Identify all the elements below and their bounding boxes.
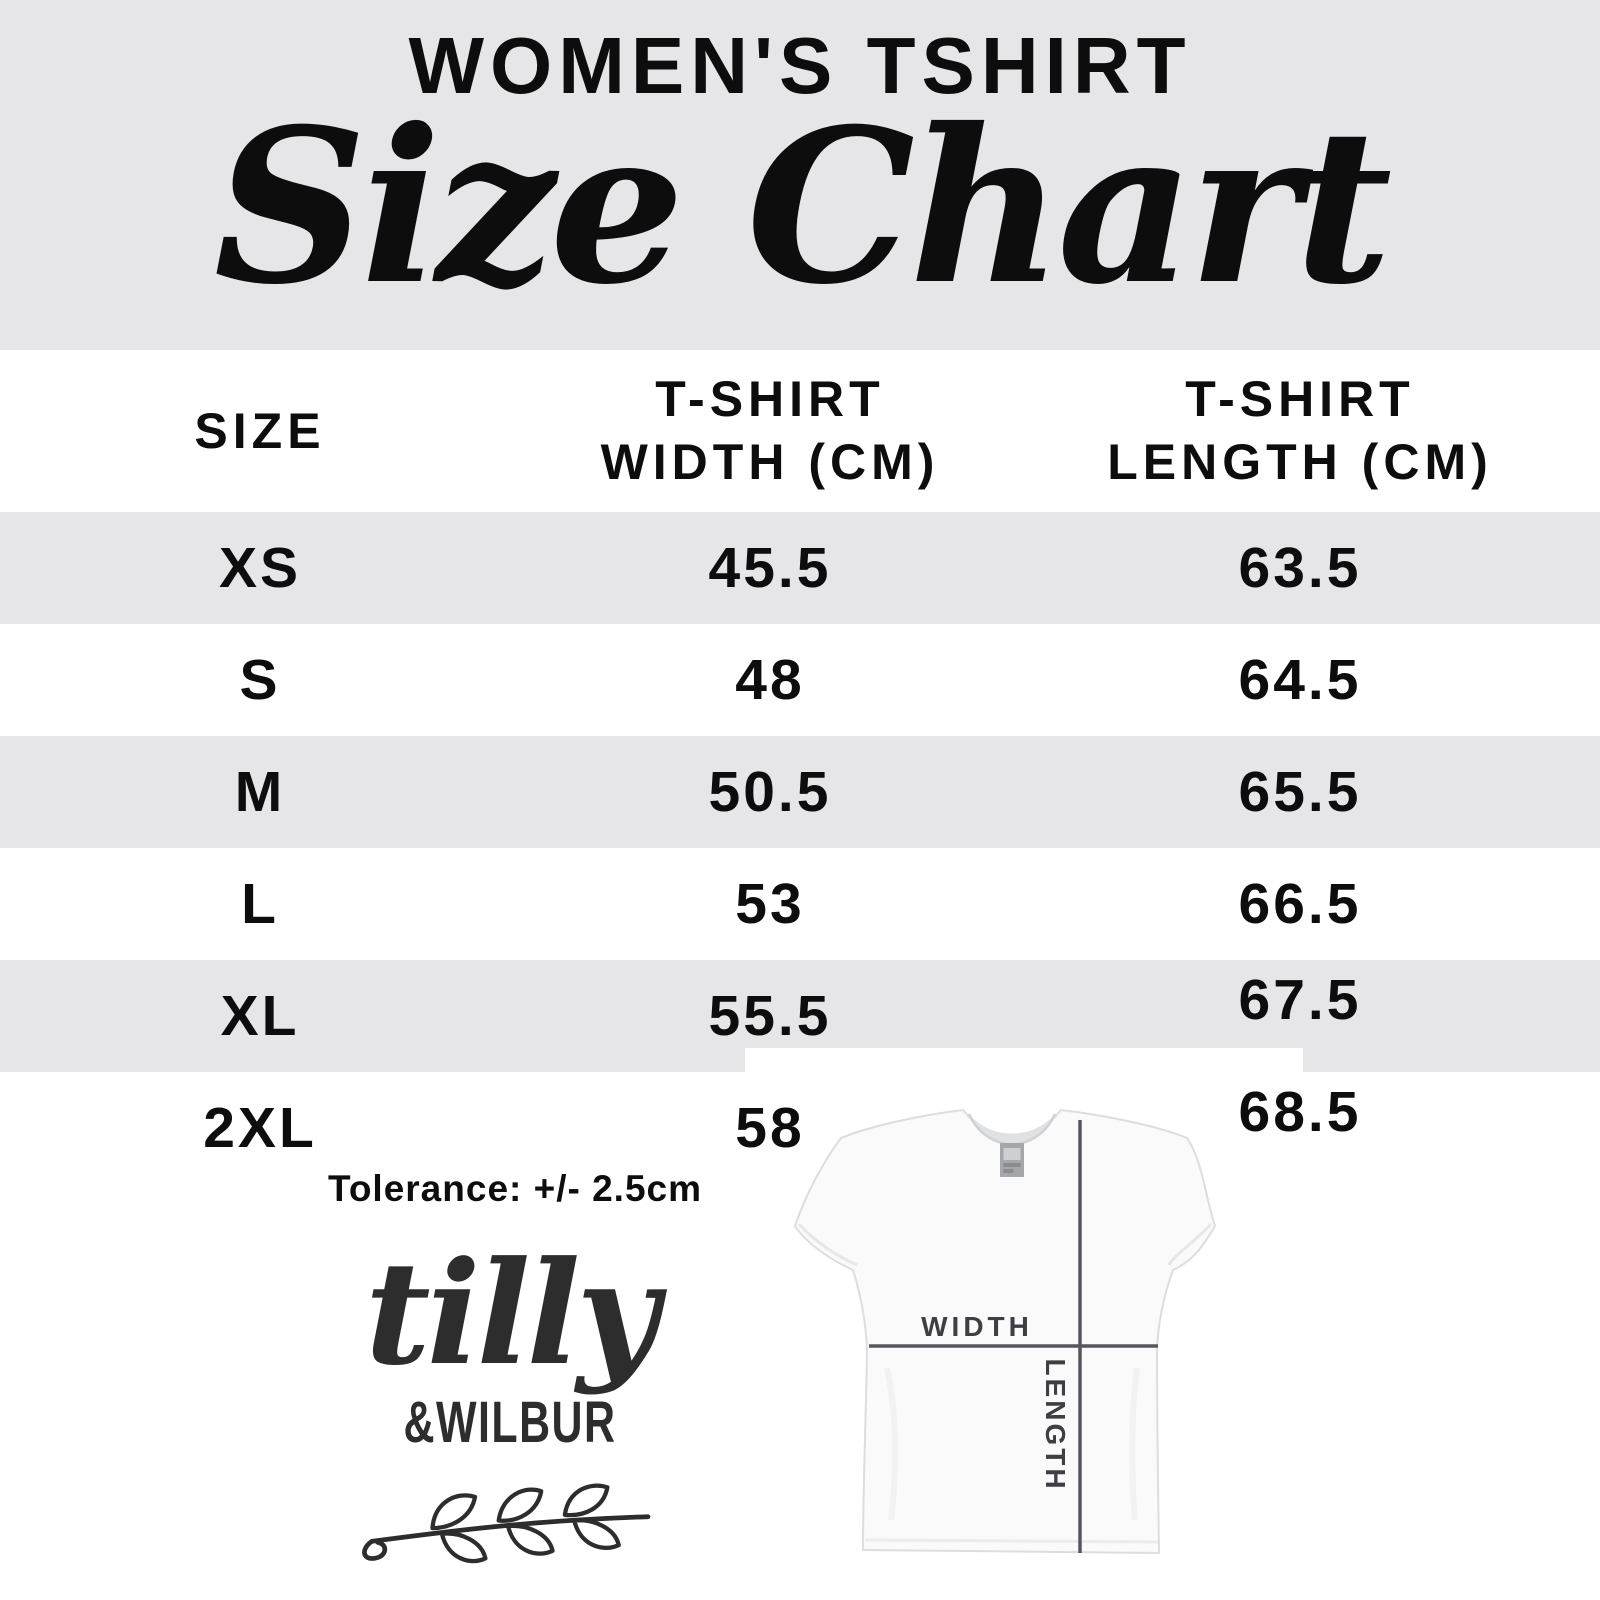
table-row: 2XL 58 68.5 [0,1072,1600,1184]
length-cell: 64.5 [1238,648,1362,712]
branch-icon [362,1483,651,1564]
size-cell: 2XL [203,1096,317,1160]
table-row: S 48 64.5 [0,624,1600,736]
page-title: WOMEN'S TSHIRT [408,21,1192,110]
width-cell: 48 [735,648,805,712]
tolerance-note: Tolerance: +/- 2.5cm [327,1168,703,1209]
table-row: XS 45.5 63.5 [0,512,1600,624]
table-row: XL 55.5 67.5 [0,960,1600,1072]
column-header-length-line1: T-SHIRT [1185,371,1415,427]
size-cell: XS [218,536,302,600]
width-cell: 58 [735,1096,805,1160]
neck-label [1000,1143,1024,1177]
column-header-size: SIZE [0,350,520,512]
tshirt-body [794,1109,1216,1554]
table-header-row: SIZE T-SHIRT WIDTH (CM) T-SHIRT LENGTH (… [0,350,1600,512]
width-cell: 53 [735,872,805,936]
brand-logo: tilly &WILBUR [318,1231,702,1564]
length-cell: 65.5 [1238,760,1362,824]
length-cell: 68.5 [1238,1080,1362,1144]
column-header-width-line1: T-SHIRT [655,371,885,427]
table-row: M 50.5 65.5 [0,736,1600,848]
size-cell: S [239,648,281,712]
length-cell: 63.5 [1238,536,1362,600]
size-cell: M [234,760,286,824]
width-cell: 50.5 [708,760,832,824]
length-label: LENGTH [1040,1358,1071,1491]
collar-opening [969,1114,1055,1143]
size-cell: L [241,872,279,936]
column-header-width: T-SHIRT WIDTH (CM) [520,350,1020,512]
page-subtitle: Size Chart [213,82,1393,331]
tshirt-image: WIDTH LENGTH [794,1109,1216,1554]
brand-logo-caps: &WILBUR [403,1390,617,1456]
size-cell: XL [220,984,300,1048]
length-cell: 66.5 [1238,872,1362,936]
width-label: WIDTH [921,1311,1033,1342]
width-cell: 55.5 [708,984,832,1048]
width-cell: 45.5 [708,536,832,600]
tshirt-diagram: WIDTH LENGTH [745,1048,1303,1600]
column-header-size-label: SIZE [194,402,326,459]
brand-logo-script: tilly [365,1231,659,1397]
column-header-length-line2: LENGTH (CM) [1107,434,1493,490]
header-band: WOMEN'S TSHIRT Size Chart [0,0,1600,350]
column-header-length: T-SHIRT LENGTH (CM) [1020,350,1600,512]
length-cell: 67.5 [1238,968,1362,1032]
column-header-width-line2: WIDTH (CM) [600,434,940,490]
table-row: L 53 66.5 [0,848,1600,960]
